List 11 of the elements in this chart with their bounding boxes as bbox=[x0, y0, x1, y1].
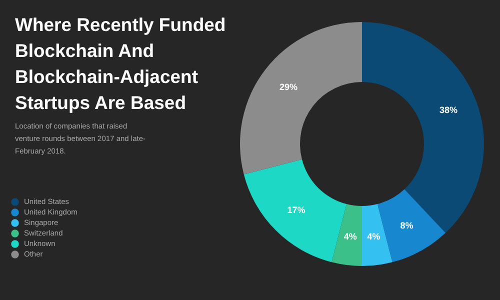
data-label: 4% bbox=[367, 231, 380, 242]
text: Where Recently Funded Blockchain And Blockchain-Adjacent Startups Are Based bbox=[15, 14, 226, 113]
donut-slice bbox=[362, 204, 392, 266]
data-label: 38% bbox=[439, 104, 458, 115]
data-label: 8% bbox=[400, 220, 414, 230]
donut-slice bbox=[362, 22, 484, 233]
data-label: 4% bbox=[344, 231, 357, 242]
donut-slice bbox=[332, 204, 362, 266]
donut-slice bbox=[240, 22, 362, 174]
data-label: 17% bbox=[287, 204, 306, 215]
data-label: 29% bbox=[280, 82, 298, 92]
